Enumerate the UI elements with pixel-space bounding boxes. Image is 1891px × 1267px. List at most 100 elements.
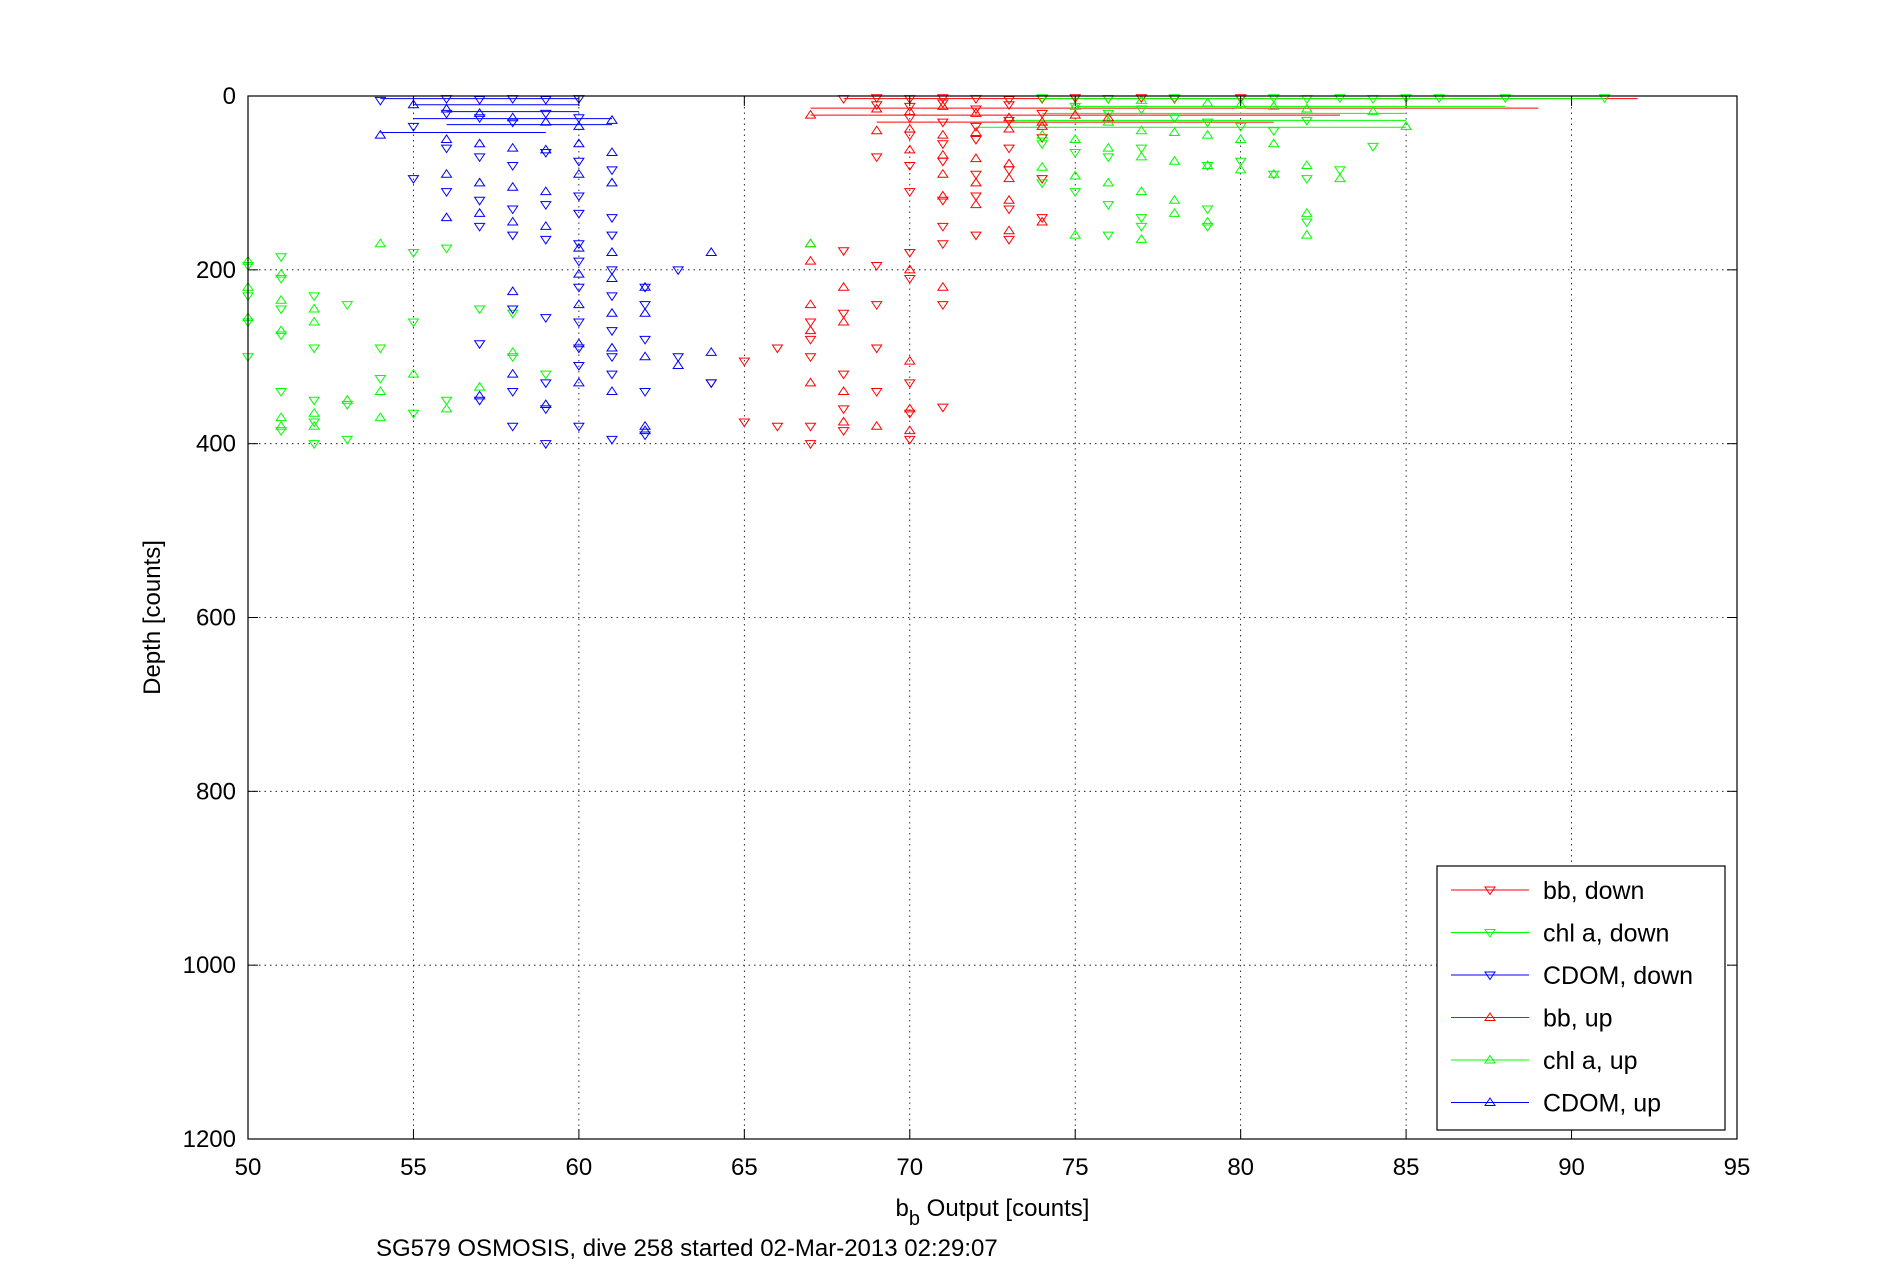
chart-caption: SG579 OSMOSIS, dive 258 started 02-Mar-2… (376, 1235, 998, 1262)
marker-triangle-down (672, 266, 685, 276)
marker-triangle-down (374, 374, 387, 384)
marker-triangle-down (1367, 142, 1379, 152)
marker-triangle-down (639, 335, 652, 345)
marker-triangle-up (539, 399, 552, 409)
marker-triangle-up (1300, 207, 1313, 217)
marker-triangle-up (308, 316, 321, 326)
marker-triangle-down (1135, 144, 1148, 154)
marker-triangle-up (1234, 164, 1247, 174)
marker-triangle-up (1135, 125, 1148, 135)
marker-triangle-up (1036, 161, 1049, 171)
marker-triangle-up (407, 368, 420, 378)
marker-triangle-down (1168, 94, 1181, 104)
marker-triangle-down (1036, 109, 1049, 119)
marker-triangle-up (572, 377, 585, 387)
marker-triangle-up (1069, 170, 1082, 180)
marker-triangle-down (738, 357, 751, 367)
marker-triangle-down (506, 162, 519, 171)
marker-triangle-up (1036, 121, 1049, 130)
marker-triangle-up (903, 403, 916, 413)
marker-triangle-up (440, 403, 453, 413)
marker-triangle-down (837, 427, 850, 437)
marker-triangle-down (539, 314, 552, 324)
marker-triangle-down (407, 122, 420, 132)
marker-triangle-down (936, 99, 949, 109)
marker-triangle-down (606, 166, 618, 176)
marker-triangle-down (1135, 214, 1148, 224)
marker-triangle-down (1135, 94, 1148, 104)
marker-triangle-down (1201, 162, 1214, 171)
x-tick-label: 70 (896, 1154, 923, 1181)
marker-triangle-down (936, 403, 949, 413)
marker-triangle-down (539, 109, 552, 119)
marker-triangle-up (572, 338, 585, 348)
marker-triangle-up (1135, 94, 1148, 104)
marker-triangle-down (1102, 109, 1115, 119)
marker-triangle-up (275, 412, 288, 422)
marker-triangle-down (870, 101, 883, 111)
marker-triangle-up (1003, 158, 1015, 168)
marker-triangle-up (374, 129, 387, 139)
marker-triangle-up (572, 168, 585, 178)
marker-triangle-up (672, 360, 685, 369)
marker-triangle-up (1003, 225, 1015, 235)
marker-triangle-up (804, 377, 817, 387)
legend-marker (1484, 971, 1496, 981)
marker-triangle-down (970, 231, 982, 241)
marker-triangle-down (639, 431, 652, 441)
marker-triangle-down (572, 157, 585, 167)
marker-triangle-down (936, 240, 949, 250)
marker-triangle-down (506, 118, 519, 128)
marker-triangle-down (1433, 94, 1446, 104)
y-tick-label: 800 (196, 778, 236, 805)
marker-triangle-down (506, 205, 519, 215)
marker-triangle-up (572, 268, 585, 278)
marker-triangle-down (308, 418, 321, 428)
marker-triangle-down (738, 418, 751, 428)
marker-triangle-up (1102, 112, 1115, 122)
marker-triangle-down (970, 135, 982, 145)
marker-triangle-down (606, 231, 618, 241)
marker-triangle-down (506, 231, 519, 241)
marker-triangle-up (572, 121, 585, 130)
marker-triangle-down (440, 109, 453, 119)
marker-triangle-up (870, 103, 883, 113)
marker-triangle-down (473, 396, 486, 406)
marker-triangle-down (572, 209, 585, 219)
legend-marker (1484, 1097, 1496, 1106)
marker-triangle-up (804, 255, 817, 265)
marker-triangle-up (374, 386, 387, 396)
marker-triangle-down (970, 170, 982, 180)
marker-triangle-up (970, 107, 982, 117)
marker-triangle-up (1300, 229, 1313, 239)
marker-triangle-down (1201, 205, 1214, 215)
series-lines-layer (380, 98, 1638, 134)
marker-triangle-up (275, 325, 288, 335)
marker-triangle-down (539, 201, 552, 211)
marker-triangle-down (1036, 140, 1049, 150)
legend-marker (1484, 1012, 1496, 1021)
marker-triangle-up (473, 390, 486, 400)
x-axis-label: bb Output [counts] (896, 1195, 1090, 1230)
marker-triangle-down (639, 301, 652, 311)
marker-triangle-up (1069, 109, 1082, 119)
marker-triangle-up (440, 168, 453, 178)
marker-triangle-down (407, 409, 420, 419)
marker-triangle-down (870, 261, 883, 271)
marker-triangle-down (1234, 157, 1247, 167)
ticks-layer: 50 55 60 65 70 75 80 85 90 95 0 200 400 600 800 1000 120… (183, 83, 1751, 1181)
marker-triangle-down (936, 301, 949, 311)
marker-triangle-down (804, 318, 817, 328)
marker-triangle-down (1267, 127, 1280, 137)
marker-triangle-up (1102, 116, 1115, 126)
marker-triangle-down (572, 422, 585, 432)
series-5 (374, 99, 718, 435)
marker-triangle-up (1036, 116, 1049, 126)
marker-triangle-up (936, 101, 949, 110)
marker-triangle-up (1036, 216, 1049, 226)
legend-entry-label: bb, up (1543, 1005, 1613, 1033)
marker-triangle-down (1267, 94, 1280, 104)
x-tick-label: 50 (235, 1154, 262, 1181)
marker-triangle-down (903, 162, 916, 171)
marker-triangle-down (672, 353, 685, 363)
